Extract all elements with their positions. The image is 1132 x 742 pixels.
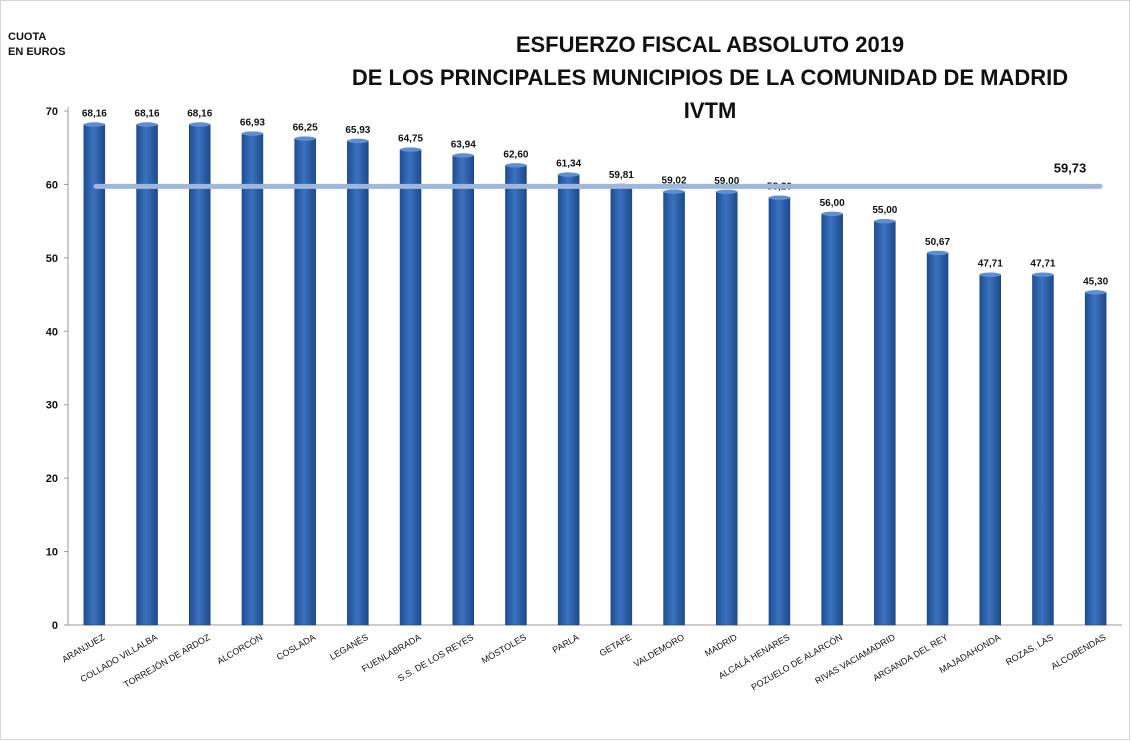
bar-top	[1032, 272, 1054, 277]
average-label: 59,73	[1054, 160, 1087, 175]
data-label: 65,93	[345, 125, 370, 136]
bar-top	[241, 131, 263, 136]
bar	[241, 133, 264, 626]
bar	[136, 124, 158, 626]
data-label: 47,71	[978, 259, 1003, 270]
bar	[874, 220, 896, 626]
bar-top	[294, 136, 316, 141]
bar	[926, 252, 949, 626]
bar	[294, 138, 316, 626]
y-tick-label: 10	[46, 547, 58, 559]
y-tick-label: 0	[52, 620, 58, 632]
chart-title-line-3: IVTM	[683, 98, 737, 123]
bar-top	[716, 189, 738, 194]
data-label: 68,16	[135, 109, 160, 120]
category-label: GETAFE	[598, 632, 634, 658]
data-label: 56,00	[820, 198, 845, 209]
category-label: POZUELO DE ALARCÓN	[749, 632, 844, 692]
y-tick-label: 20	[46, 473, 58, 485]
bar	[399, 149, 422, 626]
bar	[505, 165, 527, 626]
category-label: PARLA	[551, 632, 581, 655]
bar-top	[400, 147, 422, 152]
y-tick-label: 60	[46, 179, 58, 191]
bar-top	[874, 218, 896, 224]
chart-title-line-2: DE LOS PRINCIPALES MUNICIPIOS DE LA COMU…	[351, 65, 1069, 90]
bar	[716, 191, 738, 626]
bar-top	[189, 122, 211, 127]
category-label: VALDEMORO	[632, 632, 686, 669]
category-label: MADRID	[703, 632, 739, 659]
chart-title-line-1: ESFUERZO FISCAL ABSOLUTO 2019	[515, 32, 905, 57]
data-label: 47,71	[1030, 259, 1055, 270]
category-label: TORREJÓN DE ARDOZ	[122, 632, 212, 690]
data-label: 68,16	[187, 109, 212, 120]
category-label: ALCOBENDAS	[1049, 632, 1107, 671]
bar	[979, 274, 1001, 626]
category-label: ALCORCÓN	[215, 632, 264, 666]
bar	[557, 174, 580, 626]
y-tick-label: 70	[46, 106, 58, 118]
bar-top	[927, 250, 949, 256]
bar	[452, 155, 474, 626]
bar	[189, 124, 211, 626]
bar	[1084, 292, 1107, 626]
bar-top	[452, 153, 474, 158]
category-label: LEGANÉS	[328, 632, 370, 662]
data-label: 59,00	[714, 176, 739, 187]
bar-top	[136, 122, 158, 127]
y-tick-label: 50	[46, 253, 58, 265]
bar	[768, 197, 791, 626]
bar-top	[979, 272, 1001, 277]
bar	[663, 191, 685, 626]
bar-top	[663, 189, 685, 194]
data-label: 63,94	[451, 139, 476, 150]
data-label: 64,75	[398, 134, 423, 145]
data-label: 45,30	[1083, 276, 1108, 287]
y-tick-label: 30	[46, 400, 58, 412]
y-axis-label: CUOTA EN EUROS	[8, 31, 66, 58]
bar-top	[505, 163, 527, 168]
bar	[1032, 274, 1054, 626]
bar-top	[558, 172, 580, 177]
category-label: ROZAS, LAS	[1004, 632, 1055, 667]
data-label: 59,81	[609, 170, 634, 181]
data-label: 62,60	[503, 149, 528, 160]
bar-top	[821, 211, 843, 216]
data-label: 66,25	[293, 123, 318, 134]
bar	[83, 124, 106, 626]
data-label: 66,93	[240, 118, 265, 129]
data-label: 59,02	[662, 176, 687, 187]
bar	[821, 213, 843, 626]
bar	[347, 140, 369, 626]
data-label: 68,16	[82, 109, 107, 120]
data-label: 50,67	[925, 237, 950, 248]
y-tick-label: 40	[46, 326, 58, 338]
category-label: MÓSTOLES	[480, 632, 528, 666]
bar-top	[347, 138, 369, 144]
data-label: 61,34	[556, 159, 581, 170]
category-label: COSLADA	[275, 632, 317, 662]
bar-top	[768, 195, 790, 200]
category-label: ARANJUEZ	[60, 632, 107, 665]
bar-top	[1085, 290, 1107, 295]
data-label: 55,00	[872, 205, 897, 216]
bar-top	[83, 122, 105, 127]
bar	[610, 185, 633, 626]
